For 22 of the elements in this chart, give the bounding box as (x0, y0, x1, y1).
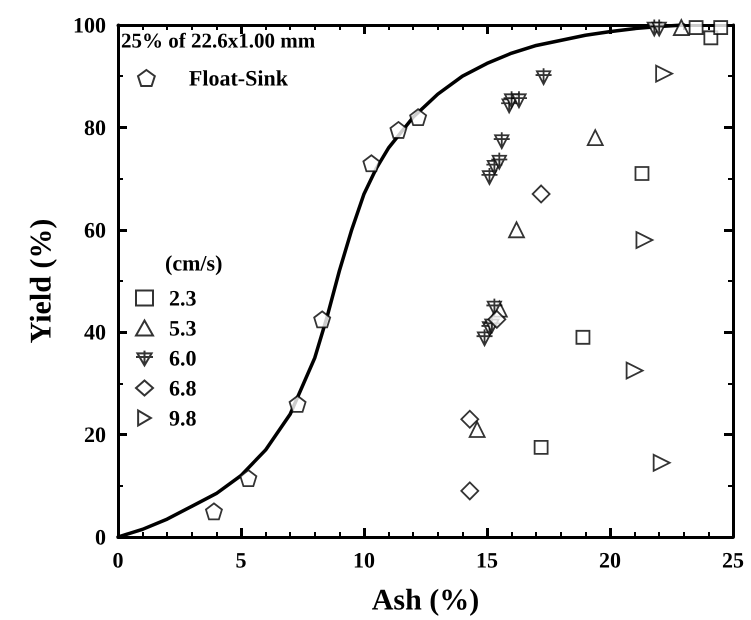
annotation: 25% of 22.6x1.00 mm (121, 28, 316, 52)
x-tick-label: 0 (112, 548, 124, 572)
y-tick-label: 100 (73, 12, 106, 38)
y-tick-label: 20 (84, 422, 106, 448)
y-tick-label: 0 (95, 524, 106, 550)
y-tick-label: 60 (84, 217, 106, 242)
legend-label: 9.8 (158, 406, 196, 430)
x-axis-title: Ash (%) (372, 584, 480, 616)
x-tick-label: 20 (599, 548, 621, 572)
legend-label: Float-Sink (161, 66, 289, 90)
legend-title: (cm/s) (165, 250, 222, 276)
legend-label: 6.0 (158, 346, 196, 370)
x-tick-label: 15 (476, 548, 498, 572)
y-axis-title: Yield (%) (24, 218, 58, 344)
x-tick-label: 10 (353, 548, 375, 572)
legend-label: 6.8 (158, 376, 196, 400)
legend-label: 2.3 (158, 286, 196, 310)
x-tick-label: 5 (236, 548, 246, 572)
y-tick-label: 40 (84, 320, 106, 345)
y-tick-label: 80 (84, 114, 106, 140)
x-tick-label: 25 (722, 548, 744, 572)
legend-label: 5.3 (158, 316, 196, 340)
